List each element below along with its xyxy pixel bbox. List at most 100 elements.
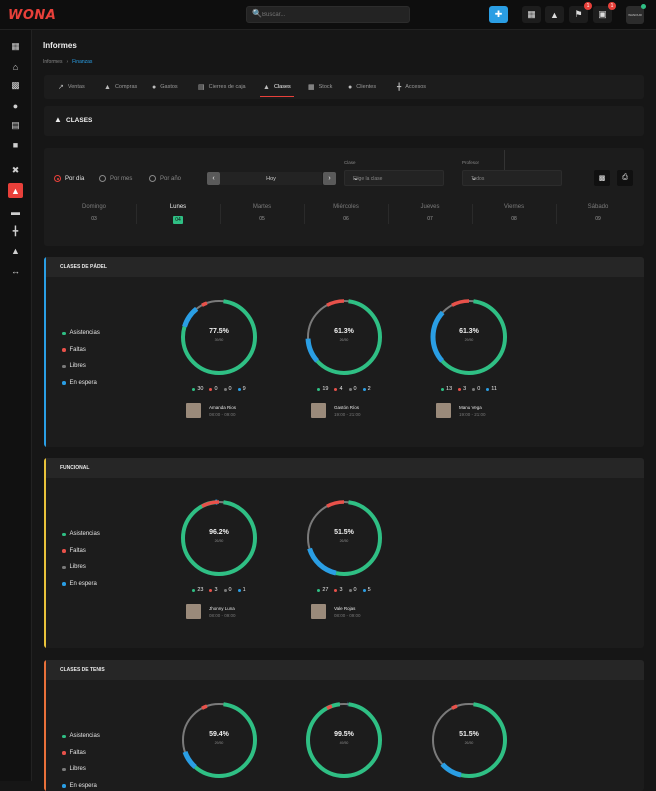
tools-icon[interactable]: ✖: [11, 165, 20, 175]
legend-dot: [62, 532, 66, 536]
count-libres: 0: [472, 386, 480, 392]
count-value: 0: [477, 386, 481, 392]
day-name: Martes: [252, 204, 272, 210]
day-viernes[interactable]: Viernes 08: [484, 204, 544, 222]
card-icon[interactable]: ▬: [11, 206, 20, 217]
class-time: 08:00 - 09:00: [209, 412, 236, 417]
coach-info[interactable]: Manu Vega 19:00 - 21:00: [436, 403, 486, 418]
tab-cierres-de-caja[interactable]: ▤ Cierres de caja: [198, 84, 246, 91]
tab-compras[interactable]: ▲ Compras: [104, 83, 138, 91]
day-divider: [556, 204, 557, 224]
tab-ventas[interactable]: ↗ Ventas: [58, 84, 85, 91]
attendance-donut[interactable]: 51.5% 26/50: [429, 700, 509, 780]
legend-label: Asistencias: [69, 733, 100, 740]
day-number: 07: [400, 216, 460, 222]
count-dot: [237, 588, 241, 592]
user-avatar[interactable]: WANOUR: [626, 6, 644, 24]
dashboard-icon[interactable]: ▦: [11, 41, 20, 51]
espera-arc: [430, 298, 508, 376]
main-content: Informes Informes › Finanzas ↗ Ventas ▲ Comp…: [32, 30, 656, 791]
count-dot: [192, 387, 196, 391]
attendance-donut[interactable]: 61.3% 26/50: [304, 297, 384, 377]
count-value: 11: [491, 386, 497, 392]
print-button[interactable]: ⎙: [617, 170, 633, 186]
group-color-stripe: [44, 257, 46, 447]
legend-item: Libres: [62, 766, 100, 773]
day-domingo[interactable]: Domingo 03: [64, 204, 124, 222]
notifications-button[interactable]: ⚑ 1: [569, 2, 592, 23]
classes-button[interactable]: ▲: [545, 6, 564, 23]
tab-clientes[interactable]: ● Clientes: [348, 83, 377, 91]
swap-icon[interactable]: ↔: [11, 265, 20, 276]
day-miércoles[interactable]: Miércoles 06: [316, 204, 376, 222]
coach-info[interactable]: Gastón Ríos 19:00 - 21:00: [311, 403, 361, 418]
group-color-stripe: [44, 458, 46, 648]
tab-clases[interactable]: ▲ Clases: [260, 75, 294, 99]
gate-icon[interactable]: ╋: [12, 226, 19, 236]
coach-avatar: [186, 604, 201, 619]
reports-icon[interactable]: ▲: [8, 183, 23, 198]
coach-info[interactable]: Jhonny Luna 08:00 - 09:00: [186, 604, 236, 619]
legend-label: Asistencias: [69, 330, 100, 337]
attendance-donut[interactable]: 61.3% 29/50: [429, 297, 509, 377]
coach-details: Manu Vega 19:00 - 21:00: [459, 403, 486, 418]
radio-por-dia[interactable]: Por día: [54, 175, 84, 182]
prev-date-button[interactable]: ‹: [207, 172, 220, 185]
coach-info[interactable]: Vale Rojas 08:00 - 09:00: [311, 604, 361, 619]
class-time: 08:00 - 09:00: [334, 613, 361, 618]
attendance-donut[interactable]: 51.5% 26/50: [304, 498, 384, 578]
profesor-label: Profesor: [462, 160, 480, 165]
count-value: 3: [463, 386, 467, 392]
count-asist: 23: [192, 587, 203, 593]
attendance-donut[interactable]: 99.5% 49/50: [304, 700, 384, 780]
tab-stock[interactable]: ▦ Stock: [308, 84, 333, 91]
count-espera: 5: [362, 587, 371, 593]
breadcrumb-item-current[interactable]: Finanzas: [72, 59, 93, 65]
clase-select[interactable]: Elige la clase ⌄: [344, 170, 444, 186]
legend-item: Asistencias: [62, 531, 100, 538]
attendance-donut[interactable]: 96.2% 26/50: [179, 498, 259, 578]
store-icon[interactable]: ■: [12, 139, 19, 150]
graduation-cap-icon[interactable]: ▲: [11, 245, 20, 256]
search-box[interactable]: 🔍: [246, 6, 410, 23]
day-martes[interactable]: Martes 05: [232, 204, 292, 222]
day-lunes[interactable]: Lunes 04: [148, 204, 208, 224]
tab-accesos[interactable]: ╋ Accesos: [397, 84, 427, 91]
app-logo[interactable]: WONA: [8, 8, 57, 23]
asistencias-arc: [431, 702, 507, 778]
date-display[interactable]: Hoy: [220, 172, 322, 185]
users-icon[interactable]: ●: [12, 100, 19, 111]
count-dot: [334, 588, 338, 592]
count-espera: 9: [237, 386, 246, 392]
register-icon[interactable]: ▤: [11, 120, 20, 130]
day-sábado[interactable]: Sábado 09: [568, 204, 628, 222]
search-input[interactable]: [262, 9, 402, 21]
box-icon: ▦: [308, 84, 315, 91]
coach-name: Jhonny Luna: [209, 606, 235, 611]
donut-fraction: 26/50: [464, 741, 474, 745]
day-number-value: 03: [91, 216, 97, 222]
calendar-button[interactable]: ▦: [522, 6, 541, 23]
id-card-button[interactable]: ▣ 1: [593, 2, 616, 23]
radio-por-mes[interactable]: Por mes: [99, 175, 132, 182]
radio-circle: [54, 175, 61, 182]
add-user-button[interactable]: ✚: [489, 6, 508, 23]
cart-icon: ▲: [104, 83, 111, 91]
dollar-icon: ●: [152, 83, 157, 91]
day-jueves[interactable]: Jueves 07: [400, 204, 460, 222]
coach-info[interactable]: Amanda Rios 08:00 - 09:00: [186, 403, 236, 418]
count-dot: [362, 588, 366, 592]
radio-por-ano[interactable]: Por año: [149, 175, 181, 182]
export-pdf-button[interactable]: ▩: [594, 170, 610, 186]
count-faltas: 4: [334, 386, 343, 392]
legend-dot: [62, 331, 66, 335]
next-date-button[interactable]: ›: [323, 172, 336, 185]
profesor-select[interactable]: Todos ⌄: [462, 170, 562, 186]
home-icon[interactable]: ⌂: [12, 61, 19, 72]
attendance-donut[interactable]: 77.5% 39/50: [179, 297, 259, 377]
count-espera: 2: [362, 386, 371, 392]
tab-gastos[interactable]: ● Gastos: [152, 83, 178, 91]
attendance-donut[interactable]: 59.4% 29/50: [179, 700, 259, 780]
breadcrumb-item[interactable]: Informes: [43, 59, 63, 65]
calendar-icon[interactable]: ▩: [11, 80, 20, 90]
